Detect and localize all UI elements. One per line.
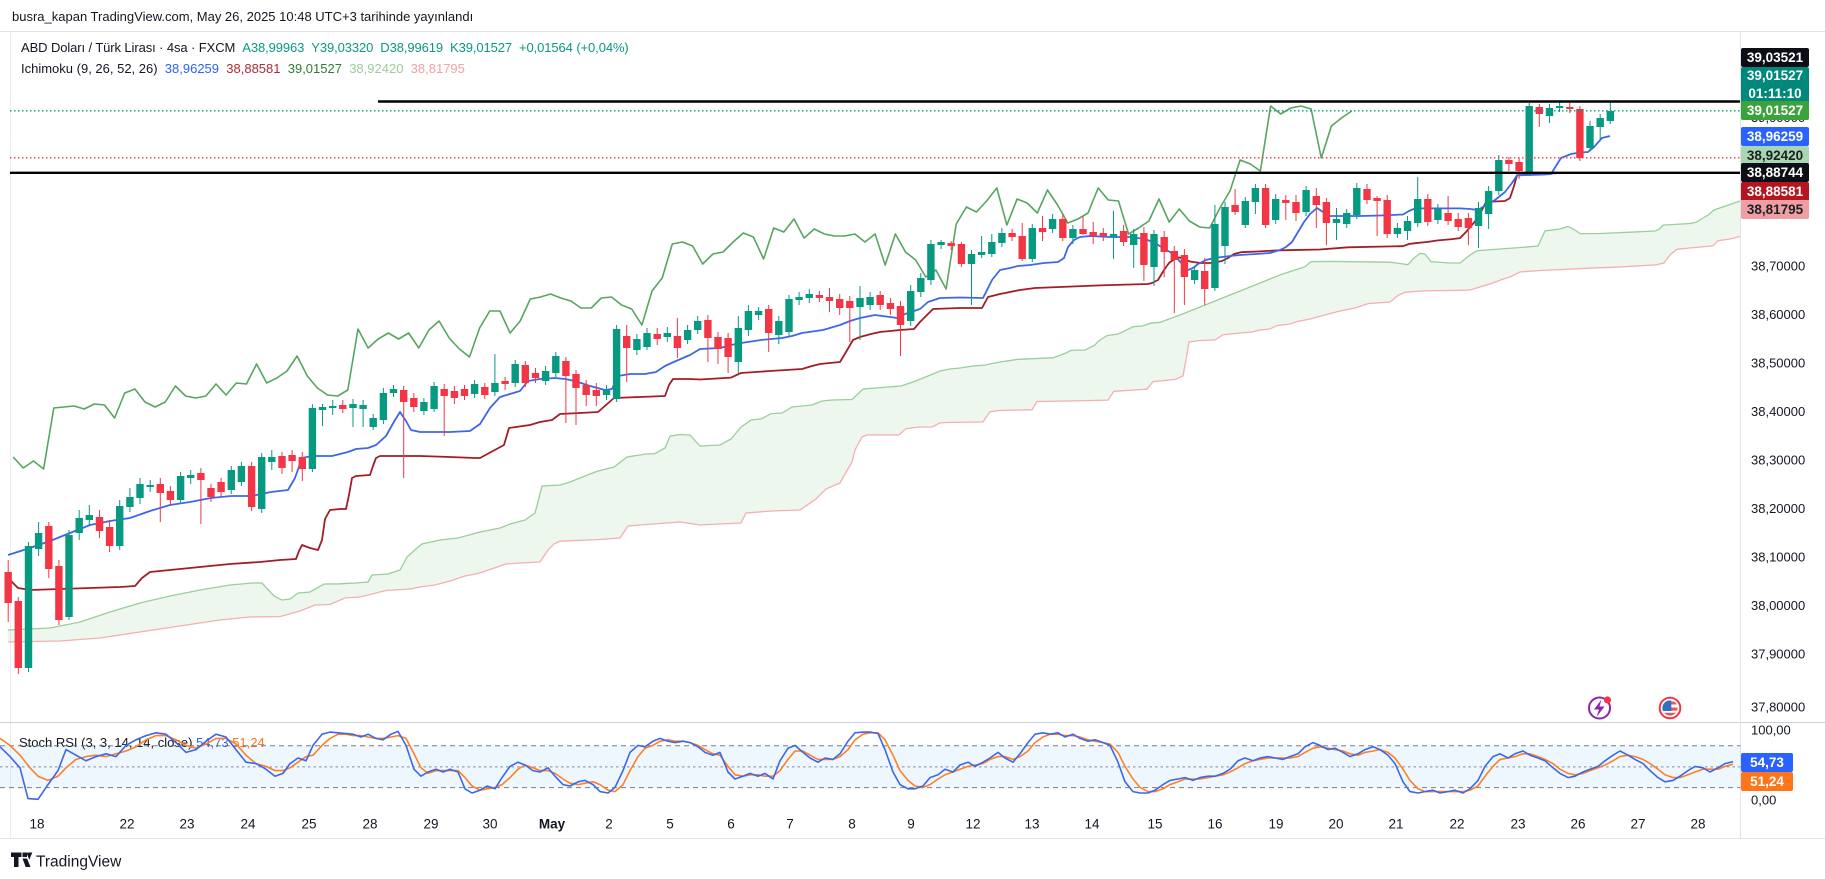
svg-text:30: 30 bbox=[482, 817, 497, 832]
svg-text:16: 16 bbox=[1207, 817, 1222, 832]
svg-text:5: 5 bbox=[666, 817, 674, 832]
svg-text:May: May bbox=[539, 817, 566, 832]
svg-text:22: 22 bbox=[119, 817, 134, 832]
svg-text:7: 7 bbox=[786, 817, 794, 832]
svg-text:38,00000: 38,00000 bbox=[1751, 598, 1805, 613]
svg-text:9: 9 bbox=[907, 817, 915, 832]
svg-text:29: 29 bbox=[423, 817, 438, 832]
svg-text:22: 22 bbox=[1449, 817, 1464, 832]
svg-text:38,10000: 38,10000 bbox=[1751, 549, 1805, 564]
svg-text:15: 15 bbox=[1147, 817, 1162, 832]
svg-text:0,00: 0,00 bbox=[1751, 793, 1776, 808]
svg-text:18: 18 bbox=[29, 817, 44, 832]
svg-text:28: 28 bbox=[1690, 817, 1705, 832]
svg-text:37,90000: 37,90000 bbox=[1751, 646, 1805, 661]
svg-text:26: 26 bbox=[1570, 817, 1585, 832]
svg-text:27: 27 bbox=[1630, 817, 1645, 832]
svg-text:24: 24 bbox=[240, 817, 256, 832]
svg-text:20: 20 bbox=[1328, 817, 1343, 832]
svg-text:38,40000: 38,40000 bbox=[1751, 404, 1805, 419]
svg-text:12: 12 bbox=[965, 817, 980, 832]
svg-text:100,00: 100,00 bbox=[1751, 723, 1791, 738]
svg-text:2: 2 bbox=[605, 817, 613, 832]
svg-text:TradingView: TradingView bbox=[36, 854, 122, 871]
svg-text:6: 6 bbox=[727, 817, 735, 832]
svg-text:19: 19 bbox=[1268, 817, 1283, 832]
svg-text:38,50000: 38,50000 bbox=[1751, 355, 1805, 370]
svg-text:28: 28 bbox=[362, 817, 377, 832]
svg-text:38,20000: 38,20000 bbox=[1751, 501, 1805, 516]
svg-text:23: 23 bbox=[179, 817, 194, 832]
svg-text:37,80000: 37,80000 bbox=[1751, 700, 1805, 715]
svg-text:23: 23 bbox=[1510, 817, 1525, 832]
svg-text:38,60000: 38,60000 bbox=[1751, 307, 1805, 322]
svg-text:14: 14 bbox=[1084, 817, 1100, 832]
svg-text:38,70000: 38,70000 bbox=[1751, 258, 1805, 273]
svg-text:13: 13 bbox=[1024, 817, 1039, 832]
svg-text:25: 25 bbox=[301, 817, 316, 832]
svg-text:21: 21 bbox=[1388, 817, 1403, 832]
svg-text:8: 8 bbox=[848, 817, 856, 832]
svg-text:38,30000: 38,30000 bbox=[1751, 452, 1805, 467]
